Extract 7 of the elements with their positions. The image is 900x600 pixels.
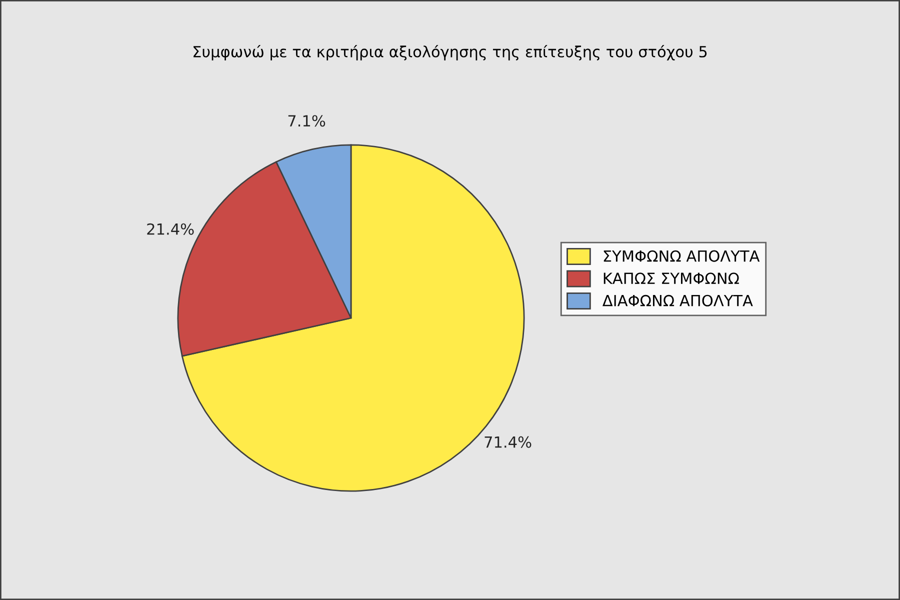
data-label: 21.4% bbox=[147, 223, 194, 235]
legend-label: ΔΙΑΦΩΝΩ ΑΠΟΛΥΤΑ bbox=[602, 294, 753, 306]
legend-label: ΚΑΠΩΣ ΣΥΜΦΩΝΩ bbox=[604, 272, 739, 284]
data-label: 71.4% bbox=[484, 436, 532, 448]
chart-title: Συμφωνώ με τα κριτήρια αξιολόγησης της επίτευξης του στόχου 5 bbox=[194, 45, 707, 60]
data-label: 7.1% bbox=[288, 115, 326, 127]
legend-label: ΣΥΜΦΩΝΩ ΑΠΟΛΥΤΑ bbox=[604, 250, 760, 262]
